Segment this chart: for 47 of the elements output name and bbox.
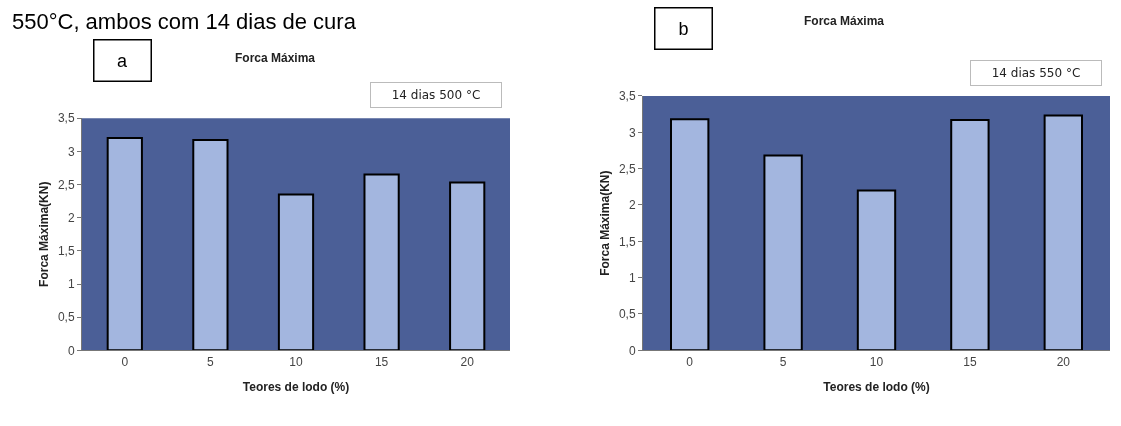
x-tick-label: 5 [207,354,215,369]
x-axis-title: Teores de lodo (%) [242,379,350,394]
text: b [678,18,689,39]
x-axis-title: Teores de lodo (%) [823,379,930,394]
y-tick-label: 3 [628,125,636,140]
text: 550°C, ambos com 14 dias de cura [12,9,357,34]
y-tick-label: 3 [67,144,75,159]
y-tick-label: 3,5 [57,111,75,126]
bar [670,118,710,351]
x-tick-label: 0 [121,354,129,369]
y-tick-label: 1,5 [618,234,636,249]
chart-title: Forca Máxima [804,14,885,28]
y-tick-label: 1 [628,270,636,285]
y-tick-label: 0,5 [618,307,636,322]
bar [449,181,486,351]
chart-title: Forca Máxima [235,51,316,65]
text: 14 dias 500 °C [391,88,481,102]
x-tick-label: 5 [779,354,787,369]
y-tick-label: 1 [67,277,75,292]
x-tick-label: 20 [460,354,475,369]
bar [106,137,143,351]
x-tick-label: 0 [686,354,694,369]
x-tick-label: 15 [963,354,977,369]
y-tick-label: 2,5 [57,177,75,192]
text: a [117,50,128,71]
y-tick-label: 2 [67,210,75,225]
text: 14 dias 550 °C [991,66,1081,80]
bar [277,193,315,351]
bar [856,189,897,351]
y-tick-label: 3,5 [618,89,636,104]
x-tick-label: 10 [289,354,303,369]
bar [363,173,400,351]
bar [950,118,990,351]
x-tick-label: 15 [374,354,389,369]
y-tick-label: 1,5 [57,244,75,259]
x-tick-label: 10 [869,354,884,369]
y-tick-label: 2 [628,198,636,213]
y-tick-label: 0,5 [57,310,75,325]
y-tick-label: 2,5 [618,161,636,176]
bar [1043,114,1083,351]
y-axis-title: Forca Máxima(KN) [598,170,613,276]
y-axis-title: Forca Máxima(KN) [37,181,52,287]
y-tick-label: 0 [67,343,75,358]
y-tick-label: 0 [628,343,636,358]
x-tick-label: 20 [1056,354,1071,369]
bar [192,139,229,351]
bar [763,154,803,351]
